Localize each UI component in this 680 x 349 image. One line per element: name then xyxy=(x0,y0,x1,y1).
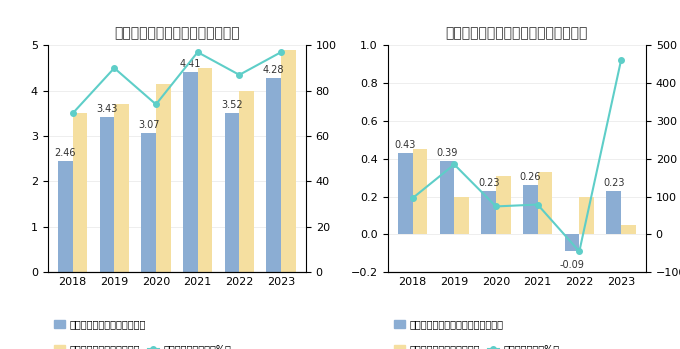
Bar xyxy=(398,153,413,235)
Bar xyxy=(413,149,427,235)
Bar xyxy=(607,191,621,235)
Text: 0.23: 0.23 xyxy=(478,178,499,188)
Bar xyxy=(58,161,73,272)
Text: 0.23: 0.23 xyxy=(603,178,624,188)
Bar xyxy=(239,91,254,272)
Text: -0.09: -0.09 xyxy=(560,260,585,270)
Bar xyxy=(183,72,198,272)
Bar xyxy=(621,225,636,235)
Bar xyxy=(141,133,156,272)
Title: 历年经营现金流入、营业收入情况: 历年经营现金流入、营业收入情况 xyxy=(114,26,239,40)
Text: 0.26: 0.26 xyxy=(520,172,541,183)
Text: 3.43: 3.43 xyxy=(97,104,118,114)
Bar xyxy=(564,235,579,251)
Text: 0.43: 0.43 xyxy=(394,140,416,150)
Bar xyxy=(440,161,454,235)
Text: 2.46: 2.46 xyxy=(54,148,76,158)
Bar xyxy=(481,191,496,235)
Legend: 左轴：营业总收入（亿元）, 右轴：营收现金比（%）: 左轴：营业总收入（亿元）, 右轴：营收现金比（%） xyxy=(50,341,235,349)
Bar xyxy=(73,113,87,272)
Bar xyxy=(281,50,296,272)
Bar xyxy=(267,78,281,272)
Legend: 左轴：归母净利润（亿元）, 右轴：净现比（%）: 左轴：归母净利润（亿元）, 右轴：净现比（%） xyxy=(390,341,563,349)
Bar xyxy=(538,172,552,235)
Text: 4.41: 4.41 xyxy=(180,59,201,69)
Bar xyxy=(454,196,469,235)
Bar xyxy=(198,68,212,272)
Bar xyxy=(114,104,129,272)
Bar xyxy=(579,196,594,235)
Bar xyxy=(100,117,114,272)
Bar xyxy=(496,176,511,235)
Text: 0.39: 0.39 xyxy=(437,148,458,158)
Text: 3.07: 3.07 xyxy=(138,120,159,130)
Bar xyxy=(224,112,239,272)
Text: 3.52: 3.52 xyxy=(221,100,243,110)
Bar xyxy=(523,185,538,235)
Bar xyxy=(156,84,171,272)
Title: 历年经营现金流净额、归母净利润情况: 历年经营现金流净额、归母净利润情况 xyxy=(445,26,588,40)
Text: 4.28: 4.28 xyxy=(263,65,284,75)
